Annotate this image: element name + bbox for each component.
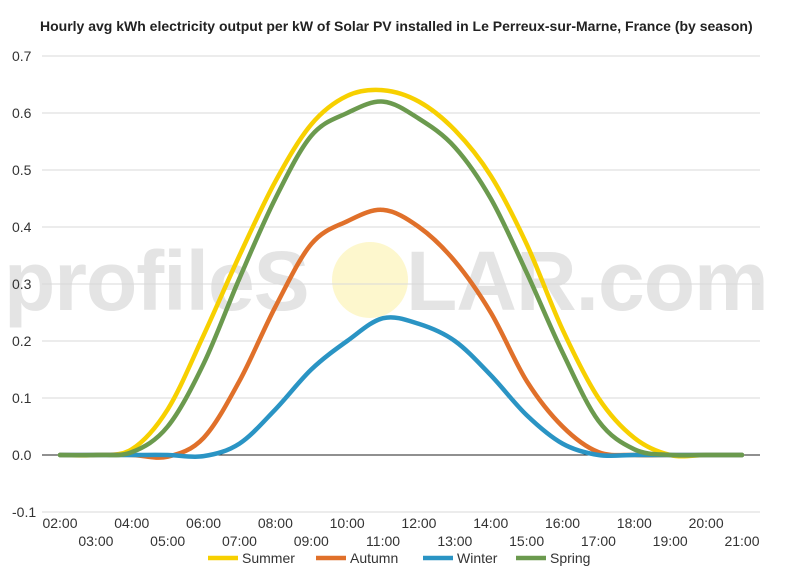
legend-label: Autumn [350, 550, 398, 566]
watermark-text-right: LAR.com [406, 234, 768, 328]
y-tick-label: 0.2 [12, 333, 32, 349]
legend-label: Spring [550, 550, 590, 566]
x-tick-label: 07:00 [222, 533, 257, 549]
x-tick-label: 04:00 [114, 515, 149, 531]
y-tick-label: 0.7 [12, 48, 32, 64]
series-line-winter [57, 315, 745, 460]
y-tick-label: -0.1 [12, 504, 36, 520]
x-tick-label: 14:00 [473, 515, 508, 531]
x-tick-label: 18:00 [617, 515, 652, 531]
watermark-text-left: profileS [4, 234, 309, 328]
legend-label: Summer [242, 550, 295, 566]
x-tick-label: 02:00 [42, 515, 77, 531]
legend-label: Winter [457, 550, 498, 566]
y-tick-label: 0.3 [12, 276, 32, 292]
y-tick-label: 0.1 [12, 390, 32, 406]
series-line-spring [57, 99, 745, 458]
x-tick-label: 12:00 [401, 515, 436, 531]
chart-title: Hourly avg kWh electricity output per kW… [40, 18, 753, 34]
x-tick-label: 21:00 [724, 533, 759, 549]
y-tick-label: 0.6 [12, 105, 32, 121]
x-tick-label: 05:00 [150, 533, 185, 549]
x-tick-label: 20:00 [689, 515, 724, 531]
x-tick-label: 16:00 [545, 515, 580, 531]
x-tick-label: 19:00 [653, 533, 688, 549]
series-line-summer [57, 87, 745, 459]
watermark-sun-icon [332, 242, 408, 318]
x-tick-label: 13:00 [437, 533, 472, 549]
x-tick-label: 11:00 [366, 533, 400, 549]
y-tick-label: 0.4 [12, 219, 32, 235]
x-tick-label: 06:00 [186, 515, 221, 531]
x-tick-label: 17:00 [581, 533, 616, 549]
x-tick-label: 10:00 [330, 515, 365, 531]
x-tick-label: 03:00 [78, 533, 113, 549]
x-tick-label: 09:00 [294, 533, 329, 549]
y-tick-label: 0.5 [12, 162, 32, 178]
y-tick-label: 0.0 [12, 447, 32, 463]
x-tick-label: 08:00 [258, 515, 293, 531]
x-tick-label: 15:00 [509, 533, 544, 549]
